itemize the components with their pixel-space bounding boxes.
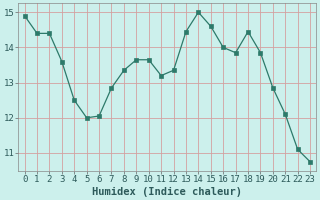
X-axis label: Humidex (Indice chaleur): Humidex (Indice chaleur) <box>92 186 242 197</box>
